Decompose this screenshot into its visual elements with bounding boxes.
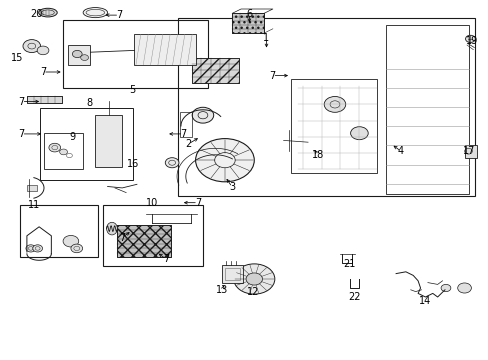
Circle shape [457, 283, 470, 293]
Text: 7: 7 [180, 129, 186, 139]
Text: 9: 9 [69, 132, 75, 142]
Bar [224, 268, 239, 280]
Circle shape [71, 244, 82, 253]
Text: 14: 14 [418, 296, 431, 306]
Text: 19: 19 [465, 36, 478, 46]
Ellipse shape [39, 8, 57, 17]
Text: 17: 17 [462, 146, 475, 156]
Circle shape [23, 40, 41, 53]
Bar [95, 115, 122, 167]
Bar [180, 112, 192, 137]
Bar [178, 18, 474, 196]
Text: 7: 7 [19, 129, 24, 139]
Text: 22: 22 [347, 292, 360, 302]
Text: 7: 7 [195, 198, 201, 208]
Circle shape [195, 139, 254, 182]
Text: 6: 6 [246, 9, 252, 19]
Text: 7: 7 [40, 67, 46, 77]
Circle shape [165, 158, 179, 168]
Circle shape [350, 127, 367, 140]
Circle shape [33, 245, 42, 252]
Text: 7: 7 [119, 233, 125, 243]
Ellipse shape [106, 222, 117, 235]
Bar [386, 25, 468, 194]
Text: 7: 7 [19, 96, 24, 107]
Bar [290, 79, 376, 173]
Bar [68, 45, 90, 65]
Text: 18: 18 [311, 150, 324, 160]
Bar [232, 13, 264, 33]
Bar [117, 225, 171, 257]
Circle shape [26, 245, 36, 252]
Bar [27, 185, 37, 191]
Bar [40, 108, 133, 180]
Text: 10: 10 [145, 198, 158, 208]
Circle shape [49, 143, 61, 152]
Circle shape [37, 46, 49, 55]
Bar [102, 205, 203, 266]
Bar [62, 20, 207, 88]
Text: 3: 3 [229, 182, 235, 192]
Circle shape [440, 284, 450, 292]
Bar [117, 225, 171, 257]
Circle shape [245, 273, 262, 285]
Text: 11: 11 [28, 200, 41, 210]
Circle shape [63, 235, 79, 247]
Circle shape [324, 96, 345, 112]
Bar [27, 96, 62, 103]
Bar [134, 34, 195, 65]
Text: 12: 12 [246, 287, 259, 297]
Text: 2: 2 [185, 139, 191, 149]
Circle shape [60, 149, 67, 155]
Bar [44, 133, 83, 169]
Text: 1: 1 [263, 33, 269, 43]
Circle shape [81, 55, 88, 60]
Text: 5: 5 [129, 85, 135, 95]
Text: 21: 21 [342, 258, 355, 269]
Text: 7: 7 [269, 71, 275, 81]
Circle shape [233, 264, 274, 294]
Circle shape [465, 35, 474, 42]
Bar [222, 265, 243, 283]
Bar [232, 13, 264, 33]
Circle shape [192, 107, 213, 123]
Bar [27, 96, 62, 103]
Bar [20, 205, 98, 257]
Text: 8: 8 [86, 98, 92, 108]
Text: 15: 15 [11, 53, 23, 63]
Bar [464, 145, 476, 158]
Bar [192, 58, 238, 83]
Text: 7: 7 [163, 254, 169, 264]
Text: 13: 13 [216, 285, 228, 295]
Bar [192, 58, 238, 83]
Text: 7: 7 [116, 10, 122, 20]
Text: 16: 16 [126, 159, 139, 169]
Text: 4: 4 [397, 146, 403, 156]
Text: 20: 20 [30, 9, 43, 19]
Ellipse shape [83, 8, 107, 18]
Circle shape [72, 50, 82, 58]
